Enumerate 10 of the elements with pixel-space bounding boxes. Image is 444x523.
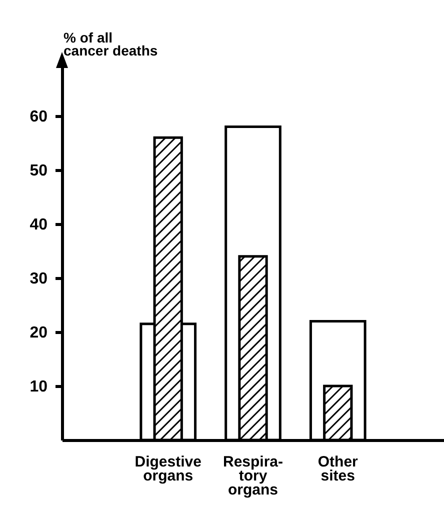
y-axis-title: % of all cancer deaths [64, 30, 158, 58]
y-tick-label: 50 [30, 162, 48, 180]
y-tick-label: 20 [30, 324, 48, 342]
y-tick-label: 60 [30, 108, 48, 126]
y-tick-label: 10 [30, 378, 48, 396]
x-tick-label: Digestive organs [134, 454, 202, 484]
y-tick-label: 40 [30, 216, 48, 234]
y-tick-label: 30 [30, 270, 48, 288]
x-tick-label: Other sites [318, 454, 358, 484]
x-tick-label: Respira- tory organs [222, 454, 284, 498]
